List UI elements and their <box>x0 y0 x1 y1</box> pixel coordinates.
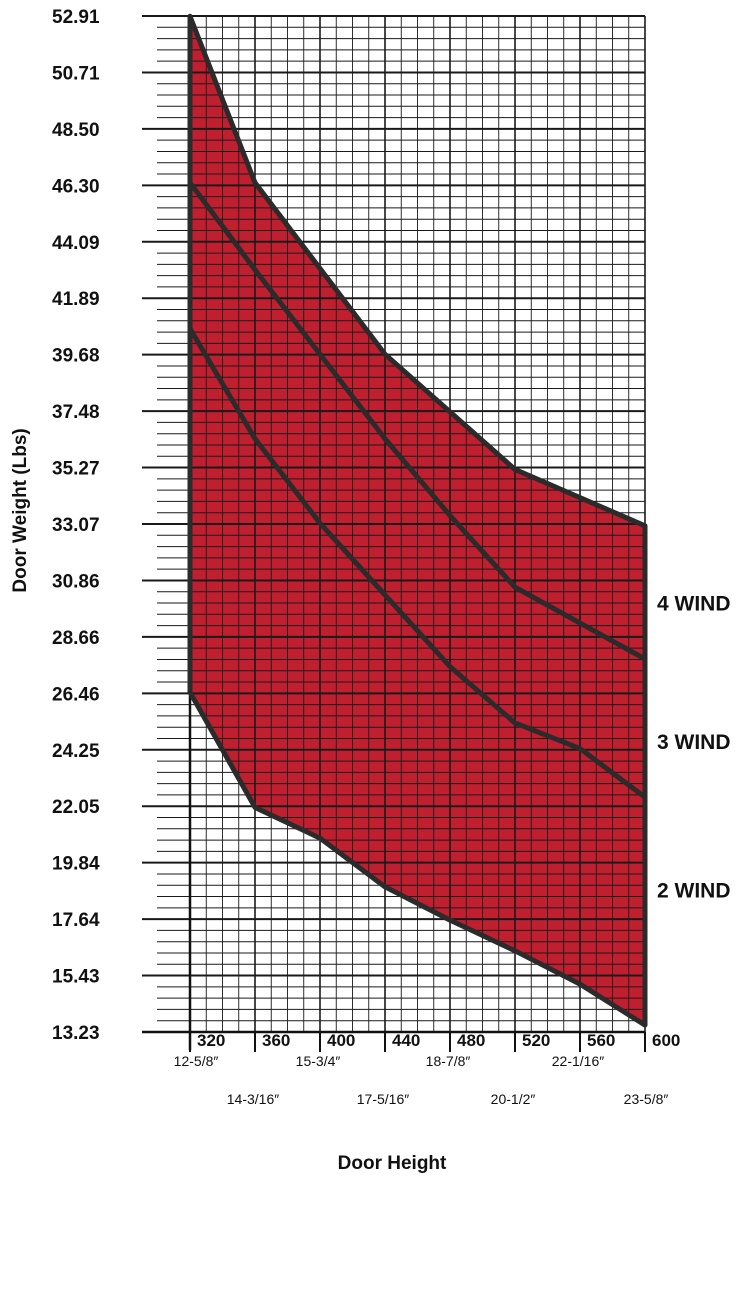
y-tick-label: 48.50 <box>52 120 100 141</box>
x-sub-tick-label: 14-3/16″ <box>227 1091 279 1107</box>
y-tick-label: 13.23 <box>52 1023 100 1044</box>
y-tick-label: 37.48 <box>52 402 100 423</box>
y-tick-label: 22.05 <box>52 797 100 818</box>
x-sub-tick-label: 20-1/2″ <box>491 1091 536 1107</box>
series-line-2 <box>187 326 648 800</box>
y-tick-label: 44.09 <box>52 233 100 254</box>
x-sub-tick-label: 23-5/8″ <box>624 1091 669 1107</box>
x-sub-tick-label: 15-3/4″ <box>296 1053 341 1069</box>
series-line-0 <box>187 13 648 529</box>
x-tick-label: 440 <box>392 1031 420 1050</box>
x-sub-tick-label: 12-5/8″ <box>174 1053 219 1069</box>
y-tick-label: 33.07 <box>52 515 100 536</box>
wind-label: 2 WIND <box>657 879 731 902</box>
y-tick-label: 19.84 <box>52 854 100 875</box>
y-axis-title: Door Weight (Lbs) <box>10 428 31 592</box>
y-tick-label: 26.46 <box>52 684 100 705</box>
y-tick-label: 17.64 <box>52 910 100 931</box>
x-sub-tick-label: 18-7/8″ <box>426 1053 471 1069</box>
x-tick-label: 400 <box>327 1031 355 1050</box>
wind-label: 4 WIND <box>657 593 731 616</box>
x-axis-title: Door Height <box>338 1153 447 1174</box>
series-line-1 <box>187 180 648 662</box>
x-tick-label: 520 <box>522 1031 550 1050</box>
y-tick-label: 39.68 <box>52 346 100 367</box>
x-tick-label: 600 <box>652 1031 680 1050</box>
x-sub-tick-label: 22-1/16″ <box>552 1053 604 1069</box>
series-line-3 <box>187 689 648 1028</box>
x-tick-label: 560 <box>587 1031 615 1050</box>
x-sub-tick-label: 17-5/16″ <box>357 1091 409 1107</box>
x-tick-label: 480 <box>457 1031 485 1050</box>
y-tick-label: 30.86 <box>52 571 100 592</box>
y-tick-label: 28.66 <box>52 628 100 649</box>
x-tick-label: 320 <box>197 1031 225 1050</box>
y-tick-label: 15.43 <box>52 967 100 988</box>
y-tick-label: 35.27 <box>52 459 100 480</box>
y-tick-label: 52.91 <box>52 7 100 28</box>
y-tick-label: 46.30 <box>52 176 100 197</box>
y-tick-label: 24.25 <box>52 741 100 762</box>
wind-label: 3 WIND <box>657 731 731 754</box>
x-tick-label: 360 <box>262 1031 290 1050</box>
y-tick-label: 50.71 <box>52 63 100 84</box>
y-tick-label: 41.89 <box>52 289 100 310</box>
